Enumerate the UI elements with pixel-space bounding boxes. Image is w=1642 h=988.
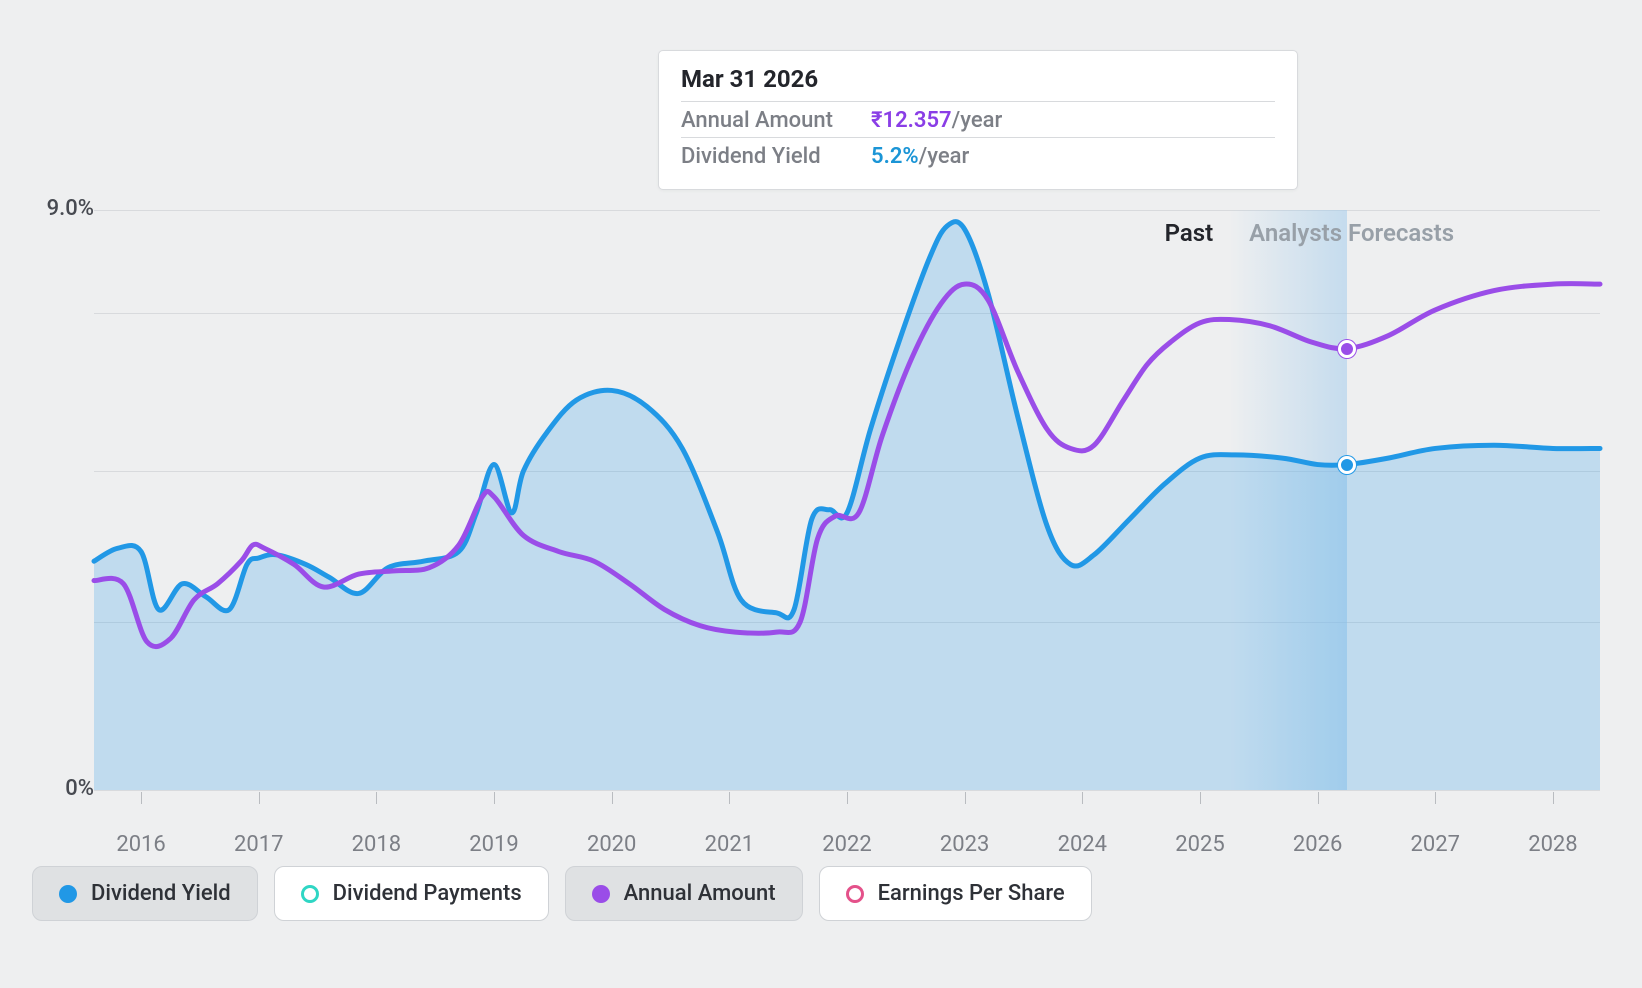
dividend-yield-area — [94, 222, 1600, 790]
x-tick-label: 2023 — [940, 832, 989, 857]
plot-area[interactable]: PastAnalysts Forecasts — [94, 210, 1600, 790]
dividend-chart: PastAnalysts Forecasts 9.0%0% 2016201720… — [0, 0, 1642, 988]
gridline — [94, 790, 1600, 791]
tooltip-row-value: ₹12.357 — [871, 108, 952, 133]
legend-item-annual-amount[interactable]: Annual Amount — [565, 866, 803, 921]
x-tick-label: 2021 — [705, 832, 754, 857]
x-tick-mark — [1553, 792, 1554, 804]
legend: Dividend Yield Dividend Payments Annual Am… — [32, 866, 1092, 921]
x-tick-label: 2026 — [1293, 832, 1342, 857]
tooltip-row: Dividend Yield5.2%/year — [681, 137, 1275, 173]
tooltip-row-label: Annual Amount — [681, 108, 871, 133]
x-tick-label: 2016 — [116, 832, 165, 857]
legend-swatch-icon — [59, 885, 77, 903]
x-tick-label: 2027 — [1411, 832, 1460, 857]
y-tick-label: 0% — [65, 776, 94, 801]
tooltip-row-unit: /year — [919, 144, 970, 169]
x-tick-mark — [1435, 792, 1436, 804]
x-tick-label: 2024 — [1058, 832, 1107, 857]
x-tick-mark — [1082, 792, 1083, 804]
tooltip-row-value: 5.2% — [871, 144, 919, 169]
legend-label: Dividend Yield — [91, 881, 231, 906]
x-tick-mark — [965, 792, 966, 804]
x-tick-label: 2022 — [822, 832, 871, 857]
hover-marker-annual-amount — [1338, 340, 1356, 358]
legend-label: Annual Amount — [624, 881, 776, 906]
legend-label: Earnings Per Share — [878, 881, 1065, 906]
x-axis: 2016201720182019202020212022202320242025… — [94, 792, 1600, 832]
legend-item-dividend-payments[interactable]: Dividend Payments — [274, 866, 549, 921]
x-tick-mark — [847, 792, 848, 804]
tooltip-date: Mar 31 2026 — [681, 65, 1275, 101]
x-tick-label: 2028 — [1528, 832, 1577, 857]
hover-tooltip: Mar 31 2026 Annual Amount₹12.357/yearDiv… — [658, 50, 1298, 190]
x-tick-label: 2017 — [234, 832, 283, 857]
tooltip-row-unit: /year — [952, 108, 1003, 133]
x-tick-mark — [729, 792, 730, 804]
x-tick-label: 2019 — [469, 832, 518, 857]
x-tick-mark — [612, 792, 613, 804]
x-tick-mark — [494, 792, 495, 804]
tooltip-row-label: Dividend Yield — [681, 144, 871, 169]
legend-swatch-icon — [301, 885, 319, 903]
y-tick-label: 9.0% — [47, 196, 94, 221]
chart-lines — [94, 210, 1600, 790]
x-tick-mark — [376, 792, 377, 804]
x-tick-label: 2025 — [1175, 832, 1224, 857]
x-tick-mark — [1318, 792, 1319, 804]
x-tick-mark — [141, 792, 142, 804]
legend-swatch-icon — [592, 885, 610, 903]
x-tick-label: 2018 — [352, 832, 401, 857]
legend-label: Dividend Payments — [333, 881, 522, 906]
hover-marker-dividend-yield — [1338, 456, 1356, 474]
x-tick-mark — [1200, 792, 1201, 804]
legend-item-dividend-yield[interactable]: Dividend Yield — [32, 866, 258, 921]
legend-item-earnings-per-share[interactable]: Earnings Per Share — [819, 866, 1092, 921]
tooltip-row: Annual Amount₹12.357/year — [681, 101, 1275, 137]
legend-swatch-icon — [846, 885, 864, 903]
x-tick-label: 2020 — [587, 832, 636, 857]
x-tick-mark — [259, 792, 260, 804]
